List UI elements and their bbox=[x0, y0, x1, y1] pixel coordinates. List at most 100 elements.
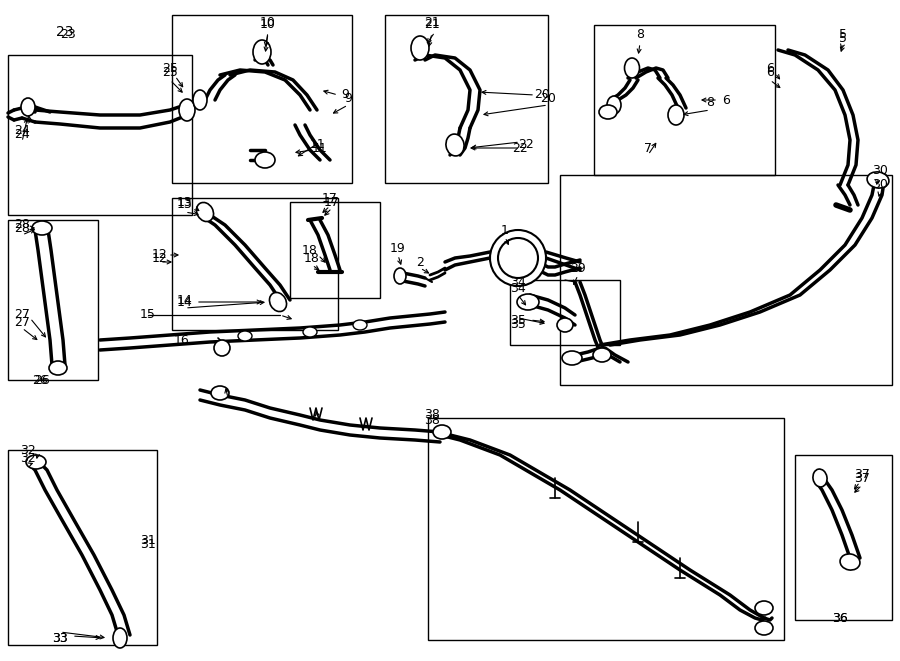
Text: 10: 10 bbox=[260, 15, 276, 28]
Ellipse shape bbox=[411, 36, 429, 60]
Ellipse shape bbox=[599, 105, 617, 119]
Text: 1: 1 bbox=[501, 223, 508, 237]
Text: 15: 15 bbox=[140, 309, 156, 321]
Text: 36: 36 bbox=[832, 611, 848, 625]
Circle shape bbox=[490, 230, 546, 286]
Text: 6: 6 bbox=[766, 65, 774, 79]
Ellipse shape bbox=[238, 331, 252, 341]
Ellipse shape bbox=[593, 348, 611, 362]
Text: 37: 37 bbox=[854, 469, 870, 481]
Text: 14: 14 bbox=[177, 295, 193, 309]
Text: 17: 17 bbox=[322, 192, 338, 204]
Ellipse shape bbox=[557, 318, 573, 332]
Text: 16: 16 bbox=[174, 334, 190, 346]
Ellipse shape bbox=[32, 221, 52, 235]
Text: 34: 34 bbox=[510, 282, 526, 295]
Text: 12: 12 bbox=[152, 249, 168, 262]
Text: 5: 5 bbox=[839, 32, 847, 44]
Text: 21: 21 bbox=[424, 15, 440, 28]
Ellipse shape bbox=[517, 294, 539, 310]
Text: 23: 23 bbox=[56, 25, 74, 39]
Text: 36: 36 bbox=[832, 611, 848, 625]
Bar bbox=[290, 202, 380, 298]
Bar bbox=[795, 455, 892, 620]
Ellipse shape bbox=[253, 40, 271, 64]
Text: 22: 22 bbox=[512, 141, 528, 155]
Ellipse shape bbox=[840, 554, 860, 570]
Text: 9: 9 bbox=[344, 91, 352, 104]
Ellipse shape bbox=[49, 361, 67, 375]
Text: 30: 30 bbox=[872, 163, 888, 176]
Ellipse shape bbox=[21, 98, 35, 116]
Text: 19: 19 bbox=[390, 241, 406, 254]
Text: 5: 5 bbox=[839, 28, 847, 42]
Bar bbox=[385, 15, 548, 183]
Text: 18: 18 bbox=[304, 251, 320, 264]
Ellipse shape bbox=[668, 105, 684, 125]
Ellipse shape bbox=[562, 351, 582, 365]
Ellipse shape bbox=[196, 202, 213, 221]
Text: 35: 35 bbox=[510, 313, 526, 327]
Bar bbox=[428, 418, 784, 640]
Text: 25: 25 bbox=[162, 65, 178, 79]
Ellipse shape bbox=[813, 469, 827, 487]
Text: 13: 13 bbox=[177, 198, 193, 212]
Text: 32: 32 bbox=[20, 451, 36, 465]
Text: 33: 33 bbox=[52, 631, 68, 644]
Text: 6: 6 bbox=[722, 93, 730, 106]
Text: 11: 11 bbox=[312, 141, 328, 155]
Text: 26: 26 bbox=[34, 373, 50, 387]
Ellipse shape bbox=[255, 152, 275, 168]
Ellipse shape bbox=[867, 172, 889, 188]
Bar bbox=[594, 25, 775, 175]
Text: 35: 35 bbox=[510, 319, 526, 332]
Text: 20: 20 bbox=[540, 91, 556, 104]
Text: 29: 29 bbox=[570, 262, 586, 274]
Text: 34: 34 bbox=[510, 276, 526, 290]
Text: 7: 7 bbox=[644, 141, 652, 155]
Circle shape bbox=[498, 238, 538, 278]
Bar bbox=[172, 198, 338, 330]
Text: 2: 2 bbox=[416, 256, 424, 268]
Bar bbox=[172, 15, 352, 183]
Ellipse shape bbox=[607, 96, 621, 114]
Text: 25: 25 bbox=[162, 61, 178, 75]
Text: 21: 21 bbox=[424, 19, 440, 32]
Text: 9: 9 bbox=[341, 89, 349, 102]
Text: 26: 26 bbox=[32, 373, 48, 387]
Bar bbox=[8, 55, 192, 215]
Ellipse shape bbox=[269, 292, 286, 311]
Ellipse shape bbox=[303, 327, 317, 337]
Text: 33: 33 bbox=[52, 631, 68, 644]
Text: 24: 24 bbox=[14, 124, 30, 137]
Ellipse shape bbox=[755, 601, 773, 615]
Text: 12: 12 bbox=[152, 251, 168, 264]
Text: 31: 31 bbox=[140, 539, 156, 551]
Text: 38: 38 bbox=[424, 408, 440, 422]
Text: 28: 28 bbox=[14, 221, 30, 235]
Text: 17: 17 bbox=[324, 196, 340, 208]
Text: 22: 22 bbox=[518, 139, 534, 151]
Ellipse shape bbox=[625, 58, 640, 78]
Text: 10: 10 bbox=[260, 19, 276, 32]
Ellipse shape bbox=[394, 268, 406, 284]
Bar bbox=[510, 280, 620, 345]
Text: 31: 31 bbox=[140, 533, 156, 547]
Text: 20: 20 bbox=[534, 89, 550, 102]
Ellipse shape bbox=[446, 134, 464, 156]
Ellipse shape bbox=[353, 320, 367, 330]
Text: 28: 28 bbox=[14, 219, 30, 231]
Bar bbox=[8, 450, 157, 645]
Text: 38: 38 bbox=[424, 414, 440, 426]
Text: 30: 30 bbox=[872, 178, 888, 192]
Text: 18: 18 bbox=[302, 243, 318, 256]
Text: 14: 14 bbox=[177, 293, 193, 307]
Text: 13: 13 bbox=[177, 196, 193, 208]
Ellipse shape bbox=[179, 99, 195, 121]
Bar bbox=[560, 175, 892, 385]
Text: 11: 11 bbox=[310, 139, 326, 151]
Text: 24: 24 bbox=[14, 128, 30, 141]
Bar bbox=[8, 220, 98, 380]
Text: 27: 27 bbox=[14, 315, 30, 329]
Text: 32: 32 bbox=[20, 444, 36, 457]
